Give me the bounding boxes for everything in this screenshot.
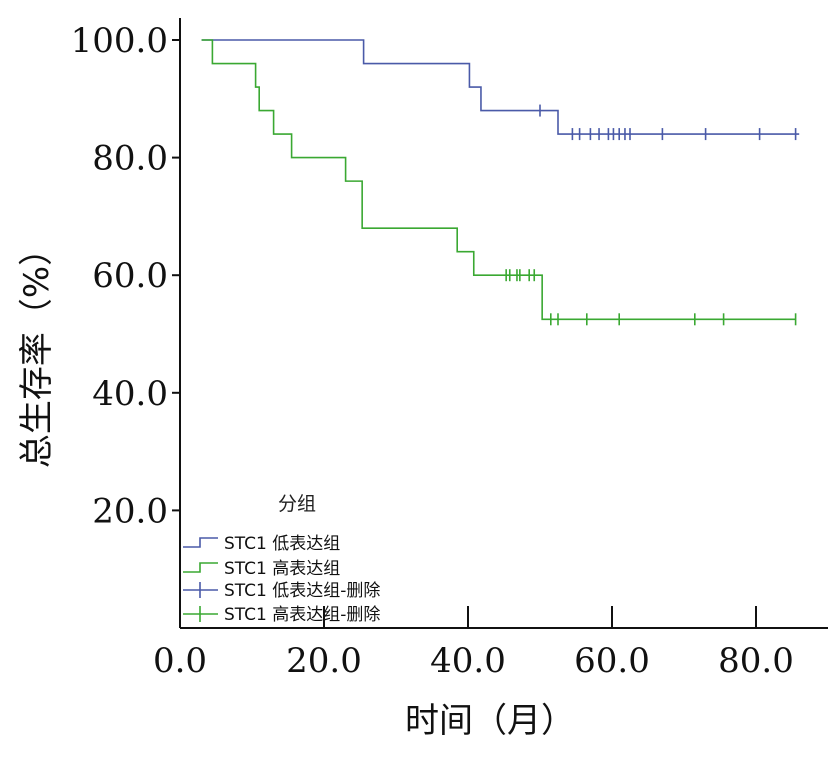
survival-curve-high	[201, 39, 796, 321]
legend-label-low-censored: STC1 低表达组-删除	[224, 581, 380, 601]
x-tick-label: 0.0	[153, 641, 207, 681]
axes	[179, 18, 828, 629]
legend-title: 分组	[278, 493, 316, 515]
legend-swatch-low	[183, 537, 218, 548]
plot-series	[201, 39, 800, 326]
y-tick-label: 80.0	[92, 139, 168, 179]
legend: 分组 STC1 低表达组 STC1 高表达组 STC1 低表达组-删除 STC1…	[183, 493, 380, 625]
legend-label-high: STC1 高表达组	[224, 559, 340, 579]
y-tick-label: 40.0	[92, 374, 168, 414]
x-tick-label: 60.0	[574, 641, 650, 681]
legend-label-high-censored: STC1 高表达组-删除	[224, 605, 380, 625]
legend-label-low: STC1 低表达组	[224, 534, 340, 554]
legend-item-high: STC1 高表达组	[183, 559, 340, 579]
y-tick-label: 20.0	[92, 491, 168, 531]
legend-item-low-censored: STC1 低表达组-删除	[183, 581, 380, 601]
x-axis-title: 时间（月）	[405, 701, 575, 741]
legend-item-low: STC1 低表达组	[183, 534, 340, 554]
legend-swatch-high	[183, 562, 218, 573]
x-tick-label: 20.0	[286, 641, 362, 681]
y-axis-title: 总生存率（%）	[17, 232, 57, 468]
y-ticks: 20.0 40.0 60.0 80.0 100.0	[71, 21, 180, 531]
x-ticks: 0.0 20.0 40.0 60.0 80.0	[153, 606, 794, 681]
y-tick-label: 60.0	[92, 256, 168, 296]
legend-item-high-censored: STC1 高表达组-删除	[183, 605, 380, 625]
x-tick-label: 40.0	[430, 641, 506, 681]
survival-curve-low	[201, 39, 800, 135]
x-tick-label: 80.0	[718, 641, 794, 681]
y-tick-label: 100.0	[71, 21, 168, 61]
